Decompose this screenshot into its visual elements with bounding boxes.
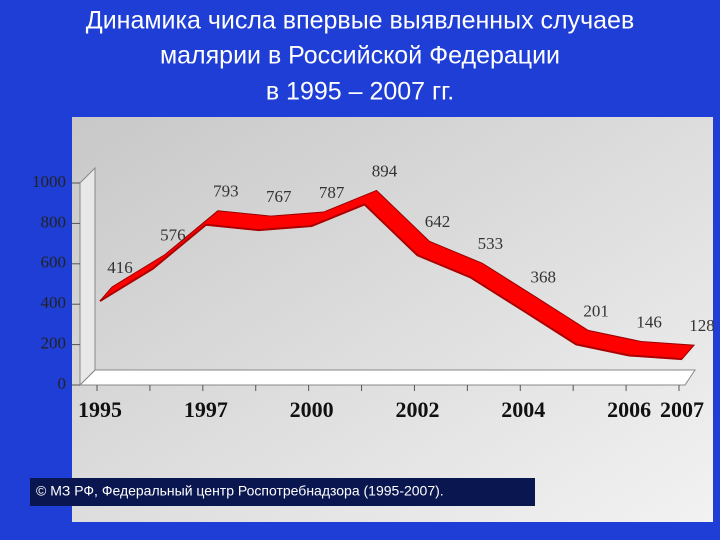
- y-tick-label: 1000: [32, 172, 66, 191]
- chart-title: в 1995 – 2007 гг.: [266, 78, 454, 106]
- y-tick-label: 0: [58, 374, 67, 393]
- data-label: 128: [689, 316, 715, 335]
- y-tick-label: 400: [41, 293, 67, 312]
- data-label: 416: [107, 258, 133, 277]
- data-label: 576: [160, 226, 186, 245]
- data-label: 201: [583, 301, 609, 320]
- data-label: 894: [372, 161, 398, 180]
- y-tick-label: 600: [41, 253, 67, 272]
- data-line: [99, 203, 683, 361]
- floor: [78, 369, 696, 386]
- chart-title: Динамика числа впервые выявленных случае…: [86, 7, 634, 35]
- data-label: 368: [531, 268, 557, 287]
- y-tick-label: 800: [41, 212, 67, 231]
- side-wall: [79, 166, 96, 387]
- data-label: 793: [213, 182, 239, 201]
- x-tick-label: 2007: [660, 397, 704, 422]
- x-tick-label: 2006: [607, 397, 651, 422]
- source-note: © МЗ РФ, Федеральный центр Роспотребнадз…: [36, 483, 444, 499]
- x-tick-label: 1997: [184, 397, 228, 422]
- x-tick-label: 2002: [395, 397, 439, 422]
- plot-panel: [72, 117, 713, 522]
- source-box: [30, 478, 535, 506]
- y-tick-label: 200: [41, 334, 67, 353]
- data-label: 767: [266, 187, 292, 206]
- data-label: 787: [319, 183, 345, 202]
- x-tick-label: 1995: [78, 397, 122, 422]
- data-label: 533: [478, 234, 504, 253]
- data-label: 146: [636, 312, 662, 331]
- x-tick-label: 2004: [501, 397, 545, 422]
- data-label: 642: [425, 212, 451, 231]
- chart-title: малярии в Российской Федерации: [160, 42, 560, 70]
- x-tick-label: 2000: [290, 397, 334, 422]
